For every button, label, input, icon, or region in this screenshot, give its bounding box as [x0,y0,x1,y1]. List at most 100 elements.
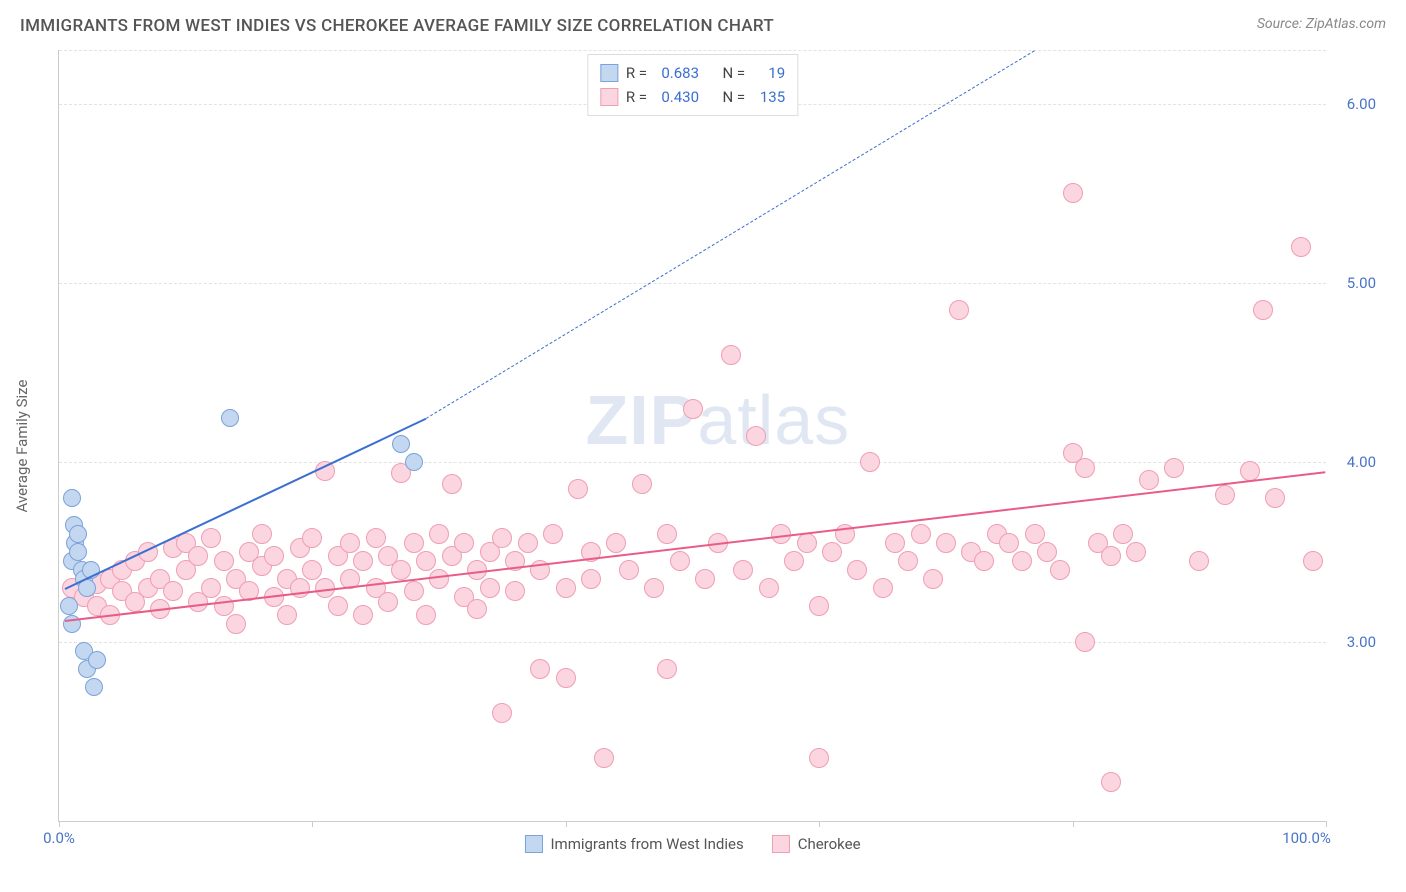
scatter-point [63,489,81,507]
scatter-point [1253,300,1273,320]
scatter-point [405,453,423,471]
scatter-point [1075,632,1095,652]
scatter-point [949,300,969,320]
scatter-point [568,479,588,499]
scatter-point [416,605,436,625]
scatter-point [1101,772,1121,792]
scatter-point [873,578,893,598]
scatter-point [442,474,462,494]
scatter-point [88,651,106,669]
gridline [59,642,1326,643]
legend-n-label: N = [723,61,746,85]
y-tick-label: 4.00 [1332,453,1376,471]
scatter-point [1037,542,1057,562]
y-tick-label: 5.00 [1332,274,1376,292]
scatter-point [797,533,817,553]
scatter-point [1063,183,1083,203]
legend-r-value: 0.683 [655,61,699,85]
scatter-point [1050,560,1070,580]
scatter-point [746,426,766,446]
scatter-point [85,678,103,696]
scatter-point [1291,237,1311,257]
scatter-point [1164,458,1184,478]
scatter-point [1025,524,1045,544]
x-tick [1326,821,1327,827]
scatter-point [936,533,956,553]
scatter-point [69,543,87,561]
scatter-point [898,551,918,571]
scatter-point [340,533,360,553]
correlation-legend: R = 0.683 N = 19 R = 0.430 N = 135 [587,54,798,116]
scatter-point [353,605,373,625]
scatter-point [1189,551,1209,571]
scatter-point [1126,542,1146,562]
x-tick-label: 100.0% [1282,829,1331,847]
gridline [59,50,1326,51]
scatter-point [454,533,474,553]
gridline [59,462,1326,463]
scatter-point [416,551,436,571]
scatter-point [201,578,221,598]
scatter-point [492,528,512,548]
scatter-point [378,592,398,612]
legend-r-label: R = [626,85,647,109]
scatter-point [606,533,626,553]
legend-series-name: Cherokee [798,835,861,853]
x-tick-label: 0.0% [43,829,75,847]
scatter-point [657,659,677,679]
scatter-point [1075,458,1095,478]
scatter-point [1101,546,1121,566]
scatter-point [1303,551,1323,571]
legend-r-value: 0.430 [655,85,699,109]
scatter-point [809,748,829,768]
x-tick [59,821,60,827]
legend-series-name: Immigrants from West Indies [550,835,743,853]
scatter-point [695,569,715,589]
scatter-point [264,546,284,566]
scatter-point [632,474,652,494]
scatter-point [467,599,487,619]
scatter-point [556,578,576,598]
scatter-point [999,533,1019,553]
scatter-point [505,581,525,601]
legend-swatch [600,88,618,106]
scatter-point [530,659,550,679]
scatter-point [188,546,208,566]
scatter-point [518,533,538,553]
scatter-point [252,524,272,544]
scatter-point [1012,551,1032,571]
series-legend: Immigrants from West Indies Cherokee [524,835,860,853]
scatter-point [353,551,373,571]
scatter-point [1265,488,1285,508]
scatter-point [392,435,410,453]
scatter-point [670,551,690,571]
scatter-point [492,703,512,723]
legend-r-label: R = [626,61,647,85]
scatter-point [277,605,297,625]
legend-n-value: 135 [753,85,785,109]
legend-row: R = 0.430 N = 135 [600,85,785,109]
scatter-point [429,524,449,544]
scatter-point [923,569,943,589]
legend-n-value: 19 [753,61,785,85]
scatter-point [366,528,386,548]
y-axis-label: Average Family Size [13,380,31,513]
scatter-point [974,551,994,571]
scatter-point [657,524,677,544]
chart-title: IMMIGRANTS FROM WEST INDIES VS CHEROKEE … [20,16,774,36]
scatter-point [594,748,614,768]
chart-source: Source: ZipAtlas.com [1257,16,1386,32]
y-tick-label: 3.00 [1332,633,1376,651]
watermark: ZIPatlas [585,380,850,460]
scatter-point [885,533,905,553]
chart-area: Average Family Size ZIPatlas R =0.683 N … [50,50,1386,842]
scatter-point [721,345,741,365]
scatter-point [214,551,234,571]
legend-swatch [524,835,542,853]
scatter-point [221,409,239,427]
legend-n-label: N = [723,85,746,109]
scatter-point [809,596,829,616]
scatter-point [1113,524,1133,544]
scatter-point [847,560,867,580]
scatter-point [69,525,87,543]
